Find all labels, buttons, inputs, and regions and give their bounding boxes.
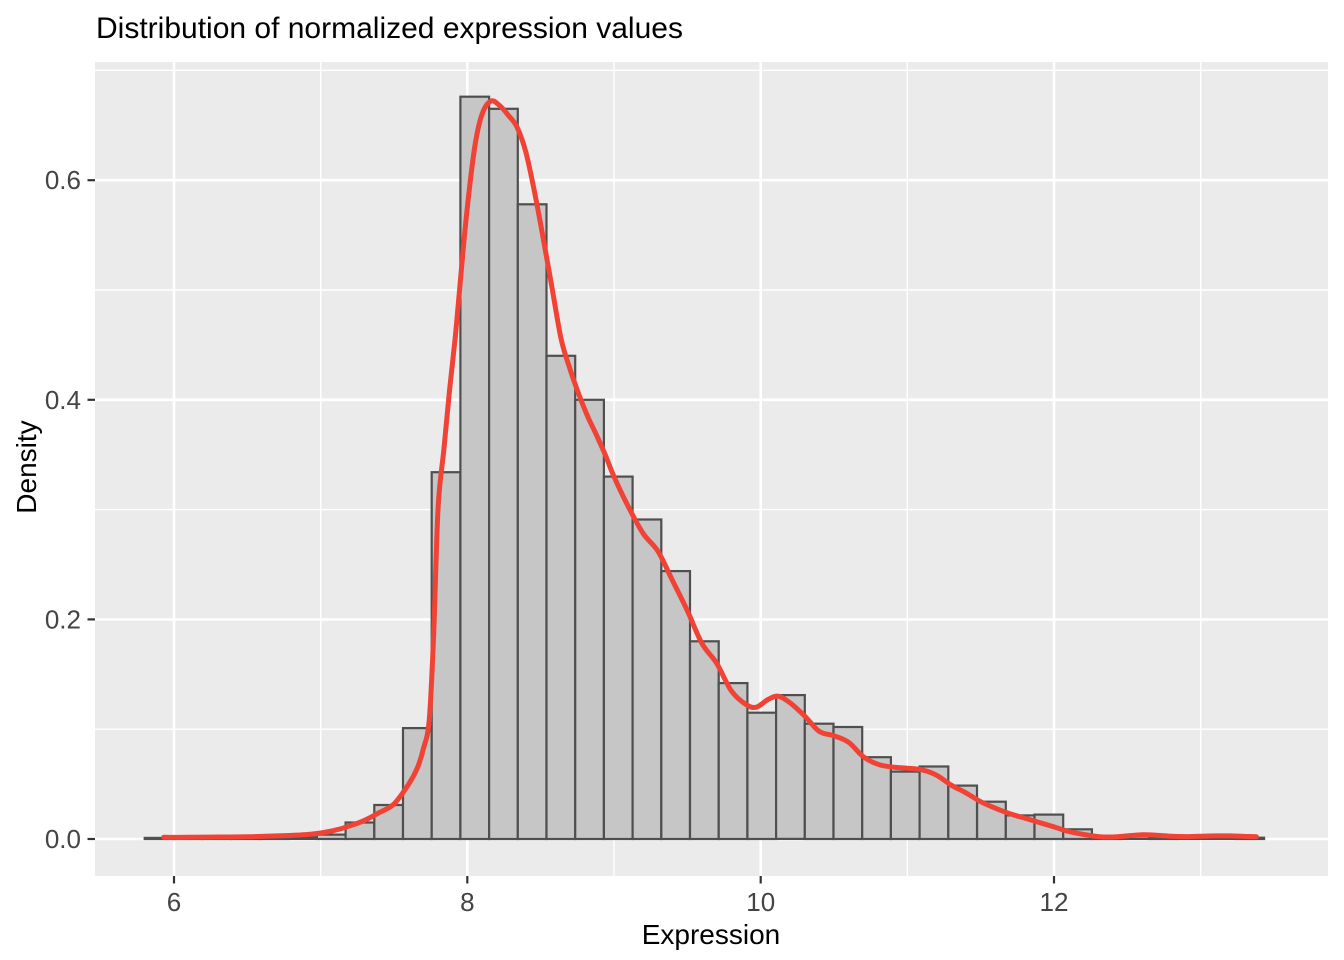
histogram-bar — [459, 95, 491, 841]
plot-title: Distribution of normalized expression va… — [96, 12, 683, 45]
histogram-bar — [660, 569, 692, 841]
y-axis-title: Density — [11, 420, 42, 513]
histogram-bar — [746, 711, 778, 841]
histogram-bar — [574, 398, 606, 841]
density-curve — [161, 98, 1259, 840]
histogram-bar — [602, 475, 634, 841]
x-axis-title: Expression — [642, 919, 781, 950]
histogram-bar — [631, 518, 663, 841]
histogram-bar — [889, 770, 921, 841]
histogram-bar — [516, 203, 548, 841]
y-tick-label: 0.0 — [45, 824, 81, 854]
x-tick-label: 10 — [746, 887, 775, 917]
histogram-bar — [401, 726, 433, 841]
x-tick-label: 6 — [167, 887, 181, 917]
panel-layer — [95, 62, 1328, 876]
y-tick-label: 0.4 — [45, 385, 81, 415]
histogram-bar — [717, 681, 749, 841]
histogram-bar — [803, 722, 835, 841]
histogram-bar — [688, 640, 720, 841]
axis-layer: 6 8 10 12 0.0 0.2 0.4 0.6 — [45, 165, 1069, 917]
y-tick-label: 0.2 — [45, 604, 81, 634]
x-tick-label: 8 — [460, 887, 474, 917]
histogram-bar — [488, 107, 519, 841]
histogram-bar — [774, 693, 806, 840]
histogram-bar — [545, 354, 577, 841]
histogram-bar — [861, 756, 893, 841]
x-tick-label: 12 — [1040, 887, 1069, 917]
y-tick-label: 0.6 — [45, 165, 81, 195]
